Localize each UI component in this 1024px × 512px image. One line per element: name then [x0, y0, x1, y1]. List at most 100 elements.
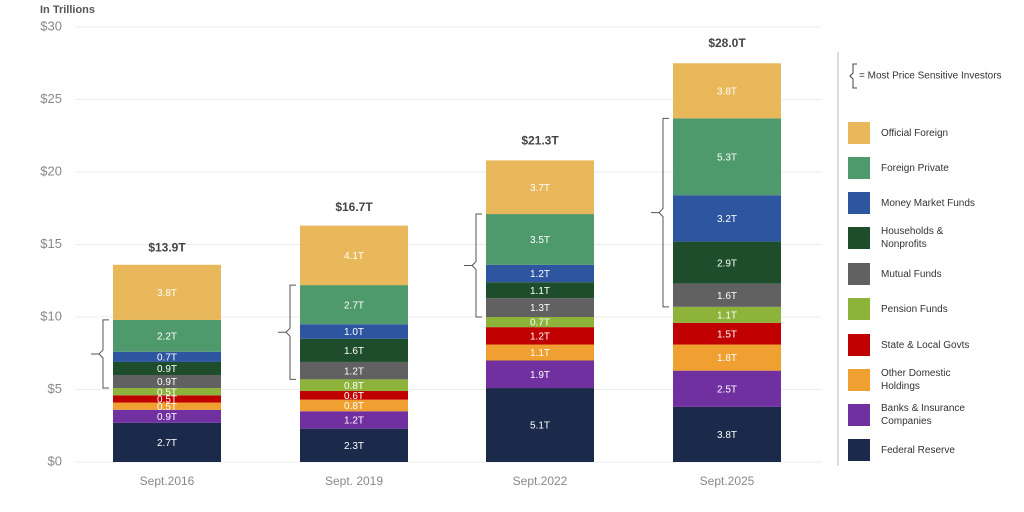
bar-segment — [113, 388, 221, 396]
value-label: 3.2T — [717, 214, 737, 225]
value-label: 0.9T — [157, 364, 177, 375]
legend-swatch — [848, 369, 870, 391]
value-label: 1.2T — [344, 416, 364, 427]
value-label: 0.5T — [157, 402, 177, 413]
legend-swatch — [848, 404, 870, 426]
bar-segment — [113, 422, 221, 462]
bar-segment — [113, 395, 221, 403]
legend-label: Households & Nonprofits — [881, 226, 944, 250]
value-label: 0.8T — [344, 381, 364, 392]
bar-segment — [486, 344, 594, 361]
value-label: 1.6T — [717, 291, 737, 302]
bar-segment — [486, 327, 594, 345]
legend-item: Banks & Insurance Companies — [848, 400, 981, 430]
total-label: $28.0T — [708, 36, 746, 50]
value-label: 0.8T — [344, 401, 364, 412]
value-label: 3.5T — [530, 235, 550, 246]
bracket — [91, 319, 109, 389]
legend-label: Pension Funds — [881, 303, 948, 315]
value-label: 0.5T — [157, 395, 177, 406]
bar-segment — [113, 319, 221, 352]
bar-segment — [673, 118, 781, 196]
value-label: 2.5T — [717, 384, 737, 395]
value-label: 1.1T — [717, 310, 737, 321]
value-label: 5.1T — [530, 421, 550, 432]
bar-segment — [673, 63, 781, 119]
x-tick-label: Sept.2016 — [140, 474, 195, 488]
legend-item: Money Market Funds — [848, 188, 981, 218]
y-tick-label: $10 — [40, 308, 62, 323]
bar-segment — [673, 241, 781, 284]
legend-label: Mutual Funds — [881, 268, 942, 280]
bar-segment — [673, 322, 781, 345]
legend-item: Pension Funds — [848, 294, 981, 324]
bar-segment — [300, 390, 408, 400]
y-tick-label: $20 — [40, 163, 62, 178]
x-tick-label: Sept. 2019 — [325, 474, 383, 488]
legend-item: Foreign Private — [848, 153, 981, 183]
legend-swatch — [848, 298, 870, 320]
y-tick-label: $5 — [48, 381, 62, 396]
bracket — [464, 213, 482, 318]
y-axis-label: In Trillions — [40, 4, 95, 16]
legend-swatch — [848, 122, 870, 144]
bar-segment — [113, 409, 221, 423]
value-label: 0.9T — [157, 412, 177, 423]
bar-segment — [300, 324, 408, 339]
value-label: 2.7T — [157, 438, 177, 449]
legend-item: Mutual Funds — [848, 259, 981, 289]
bar-segment — [673, 344, 781, 371]
value-label: 1.1T — [530, 348, 550, 359]
value-label: 3.8T — [717, 430, 737, 441]
value-label: 1.9T — [530, 370, 550, 381]
value-label: 3.7T — [530, 183, 550, 194]
legend-swatch — [848, 334, 870, 356]
value-label: 0.5T — [157, 387, 177, 398]
value-label: 4.1T — [344, 251, 364, 262]
y-tick-label: $0 — [48, 453, 62, 468]
bar-segment — [673, 283, 781, 307]
legend-label: Foreign Private — [881, 162, 949, 174]
value-label: 1.5T — [717, 329, 737, 340]
legend-label: State & Local Govts — [881, 339, 970, 351]
bracket — [278, 284, 296, 380]
bar-segment — [113, 351, 221, 362]
value-label: 0.6T — [344, 391, 364, 402]
value-label: 1.2T — [530, 331, 550, 342]
legend-swatch — [848, 157, 870, 179]
bar-segment — [300, 285, 408, 325]
bar-segment — [300, 411, 408, 429]
legend-label: Banks & Insurance Companies — [881, 403, 965, 427]
bar-segment — [113, 375, 221, 389]
x-tick-label: Sept.2025 — [700, 474, 755, 488]
value-label: 3.8T — [717, 86, 737, 97]
total-label: $13.9T — [148, 241, 186, 255]
bar-segment — [300, 379, 408, 391]
bar-segment — [486, 388, 594, 462]
value-label: 1.3T — [530, 303, 550, 314]
y-tick-label: $25 — [40, 91, 62, 106]
value-label: 1.2T — [344, 366, 364, 377]
legend-swatch — [848, 263, 870, 285]
bar-segment — [486, 264, 594, 283]
bar-segment — [673, 195, 781, 242]
legend-label: Other Domestic Holdings — [881, 368, 951, 392]
value-label: 0.7T — [157, 353, 177, 364]
value-label: 2.9T — [717, 258, 737, 269]
legend-label: Federal Reserve — [881, 444, 955, 456]
bar-segment — [486, 160, 594, 215]
bar-segment — [486, 298, 594, 317]
bar-segment — [300, 399, 408, 412]
total-label: $16.7T — [335, 200, 373, 214]
bar-segment — [113, 264, 221, 320]
bar-segment — [673, 406, 781, 462]
bar-segment — [113, 361, 221, 375]
y-tick-label: $15 — [40, 236, 62, 251]
x-tick-label: Sept.2022 — [513, 474, 568, 488]
bar-segment — [300, 361, 408, 380]
bar-segment — [300, 428, 408, 462]
bar-segment — [486, 214, 594, 265]
bar-segment — [673, 306, 781, 323]
